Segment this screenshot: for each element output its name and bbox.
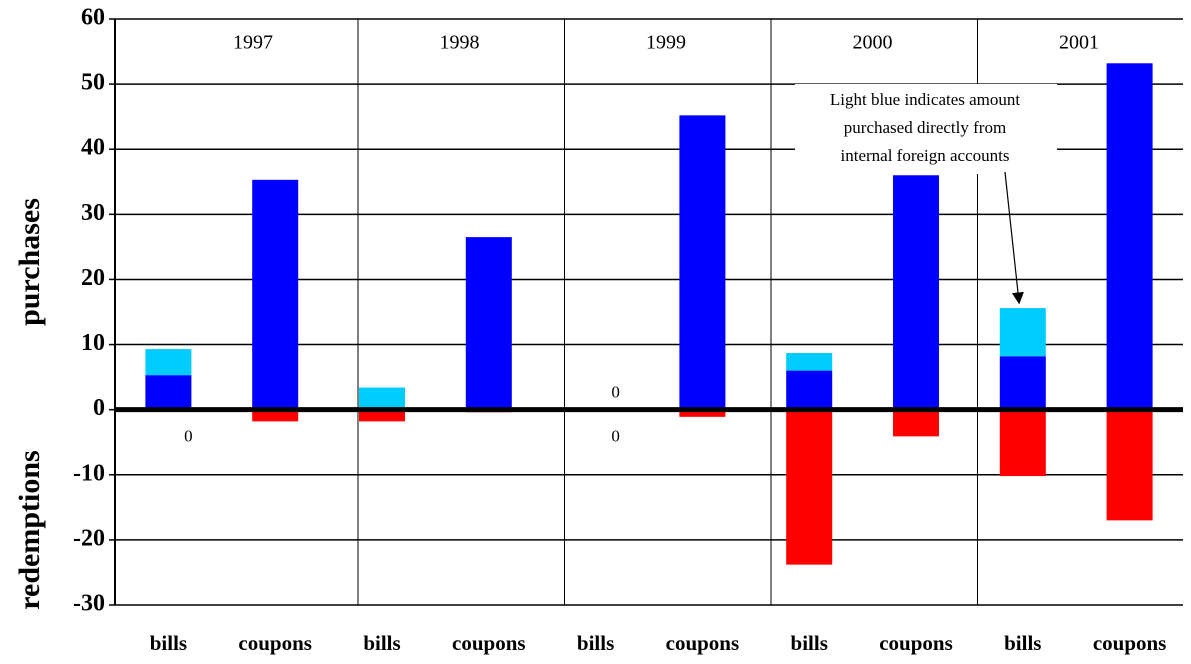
x-tick-label: coupons	[1093, 631, 1167, 655]
group-label: 2000	[853, 32, 893, 54]
bar	[359, 387, 405, 410]
bar	[786, 370, 833, 410]
x-tick-label: bills	[363, 631, 400, 655]
y-tick-label: 30	[81, 200, 105, 226]
x-tick-label: coupons	[452, 631, 526, 655]
bar	[999, 409, 1046, 477]
bar	[1106, 63, 1153, 410]
annotation: Light blue indicates amount	[830, 90, 1021, 109]
x-tick-label: bills	[577, 631, 614, 655]
bar	[893, 409, 939, 437]
bar	[679, 409, 726, 417]
group-label: 1997	[233, 32, 273, 54]
annotation-arrow	[1004, 171, 1024, 305]
x-tick-label: bills	[791, 631, 828, 655]
annotation: purchased directly from	[844, 118, 1006, 137]
x-tick-label: bills	[1004, 631, 1041, 655]
bar	[786, 409, 833, 565]
y-tick-label: 10	[81, 330, 105, 356]
x-tick-label: coupons	[666, 631, 740, 655]
data-label: 0	[611, 427, 620, 446]
y-tick-label: -10	[73, 460, 105, 486]
y-tick-label: 60	[81, 5, 105, 31]
group-label: 1998	[440, 32, 480, 54]
bar	[465, 237, 512, 410]
bar	[679, 115, 726, 410]
y-tick-label: 40	[81, 135, 105, 161]
bar	[145, 375, 192, 410]
bar	[252, 409, 299, 422]
annotation: internal foreign accounts	[841, 146, 1010, 165]
x-tick-label: bills	[150, 631, 187, 655]
x-tick-label: coupons	[238, 631, 312, 655]
y-title-lower: redemptions	[13, 450, 46, 609]
bar	[359, 409, 405, 422]
bar	[1106, 409, 1153, 521]
y-tick-label: -20	[73, 525, 105, 551]
bar	[786, 353, 833, 371]
group-label: 1999	[646, 32, 686, 54]
group-label: 2001	[1059, 32, 1099, 54]
bar	[893, 175, 939, 410]
bar	[999, 356, 1046, 410]
bar	[145, 349, 192, 376]
bar	[999, 308, 1046, 357]
data-label: 0	[611, 383, 620, 402]
y-tick-label: 20	[81, 265, 105, 291]
data-label: 0	[184, 427, 193, 446]
y-tick-label: 50	[81, 70, 105, 96]
y-tick-label: 0	[93, 395, 105, 421]
y-tick-label: -30	[73, 591, 105, 617]
y-title-upper: purchases	[13, 198, 46, 326]
annotation-box	[795, 84, 1057, 174]
bar	[252, 179, 299, 410]
x-tick-label: coupons	[879, 631, 953, 655]
